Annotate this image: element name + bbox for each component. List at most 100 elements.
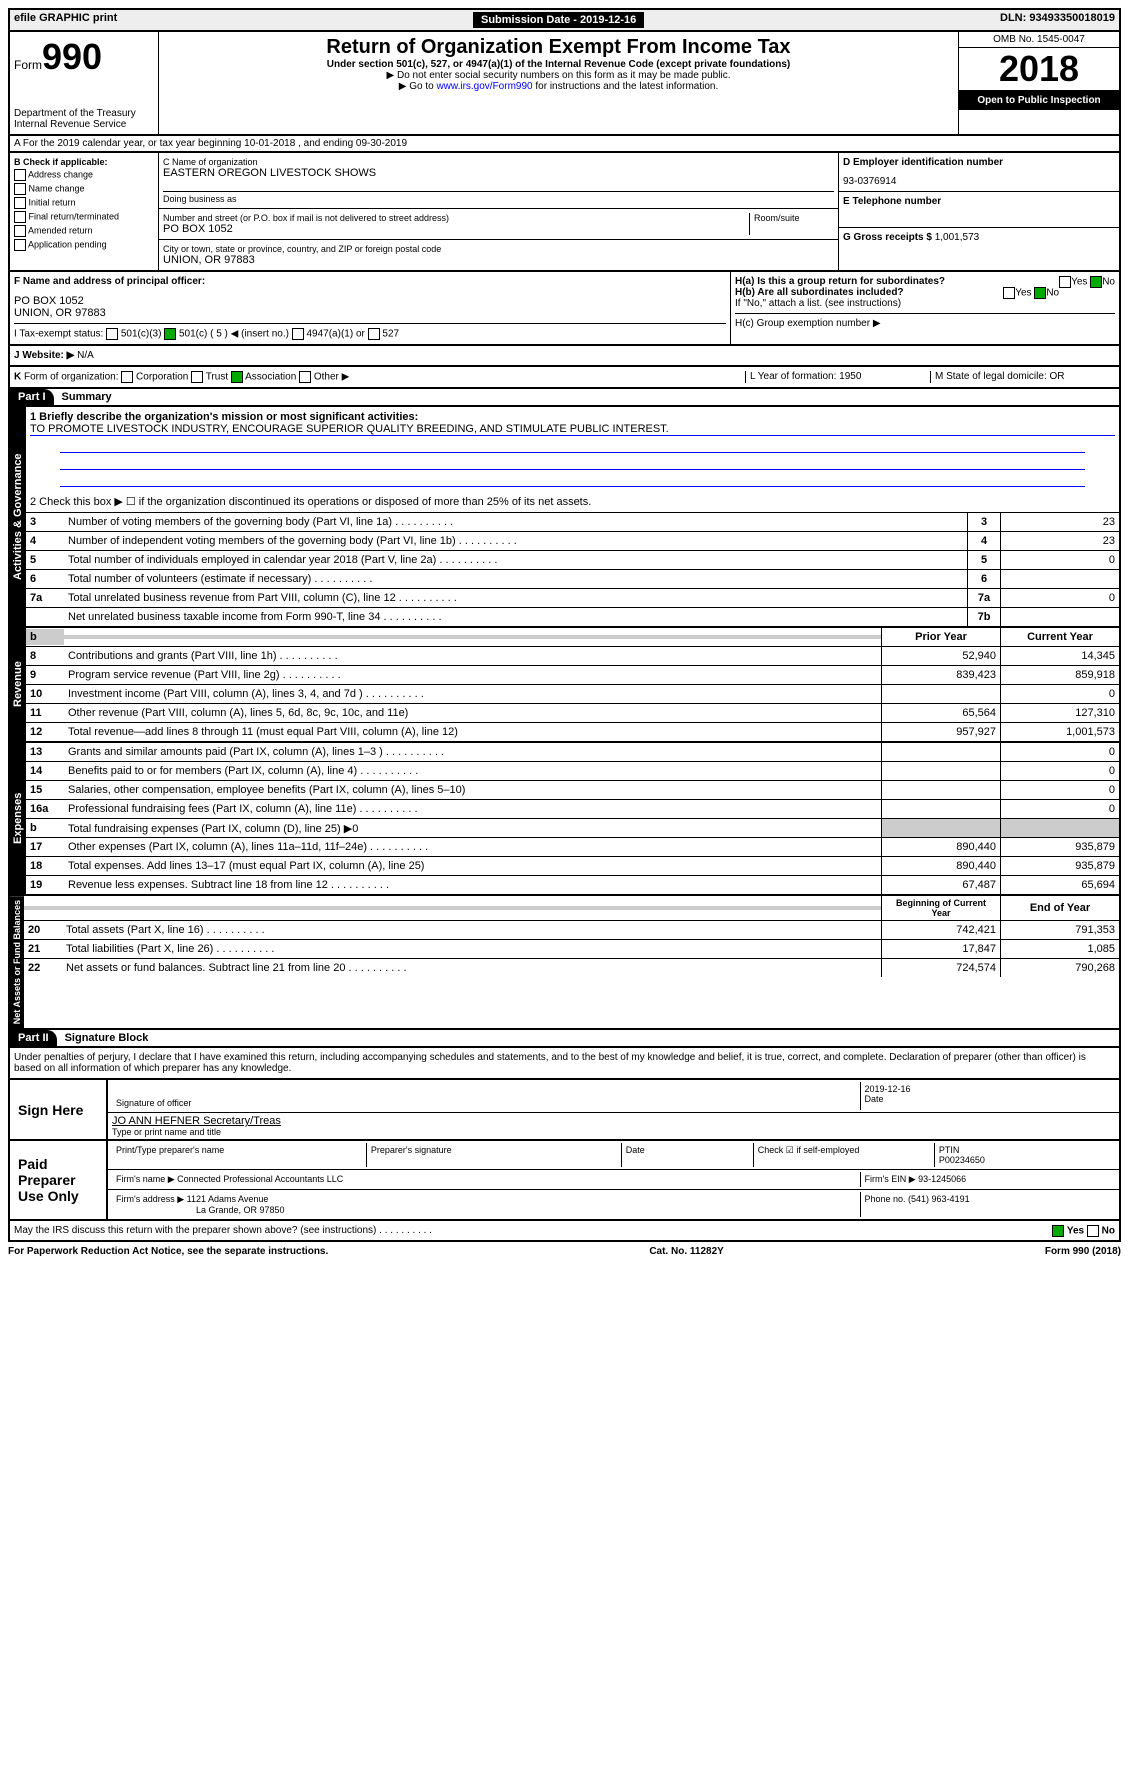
- discuss-row: May the IRS discuss this return with the…: [8, 1221, 1121, 1242]
- prior-9: 839,423: [881, 666, 1000, 684]
- row-k: K Form of organization: Corporation Trus…: [8, 367, 1121, 389]
- discuss-no[interactable]: No: [1102, 1226, 1115, 1237]
- part-2-title: Signature Block: [57, 1032, 149, 1044]
- efile-label[interactable]: efile GRAPHIC print: [14, 12, 117, 28]
- revenue-section: Revenue bPrior YearCurrent Year 8Contrib…: [8, 628, 1121, 743]
- footer-right: Form 990 (2018): [1045, 1246, 1121, 1257]
- footer: For Paperwork Reduction Act Notice, see …: [8, 1242, 1121, 1261]
- firm-addr-label: Firm's address ▶: [116, 1194, 184, 1204]
- hb-label: H(b) Are all subordinates included?: [735, 287, 904, 298]
- note-2: ▶ Go to www.irs.gov/Form990 for instruct…: [163, 81, 954, 92]
- officer-name: JO ANN HEFNER Secretary/Treas: [112, 1115, 1115, 1127]
- row-f-h: F Name and address of principal officer:…: [8, 272, 1121, 346]
- val-7b: [1000, 608, 1119, 626]
- discuss-yes[interactable]: Yes: [1067, 1226, 1084, 1237]
- hc-label: H(c) Group exemption number ▶: [735, 313, 1115, 329]
- line-2: 2 Check this box ▶ ☐ if the organization…: [30, 495, 1115, 508]
- footer-center: Cat. No. 11282Y: [649, 1246, 723, 1257]
- c-name-label: C Name of organization: [163, 157, 834, 167]
- part-1-title: Summary: [54, 391, 112, 403]
- dba-label: Doing business as: [163, 191, 834, 204]
- net-assets-label: Net Assets or Fund Balances: [10, 896, 24, 1028]
- d-label: D Employer identification number: [843, 157, 1115, 168]
- chk-amended[interactable]: Amended return: [14, 225, 154, 237]
- city-label: City or town, state or province, country…: [163, 244, 834, 254]
- prior-14: [881, 762, 1000, 780]
- addr-label: Number and street (or P.O. box if mail i…: [163, 213, 749, 223]
- part-2-label: Part II: [10, 1030, 57, 1046]
- line-1: 1 Briefly describe the organization's mi…: [30, 411, 1115, 423]
- line-5: Total number of individuals employed in …: [64, 552, 967, 568]
- officer-addr1: PO BOX 1052: [14, 295, 726, 307]
- chk-final-return[interactable]: Final return/terminated: [14, 211, 154, 223]
- irs-link[interactable]: www.irs.gov/Form990: [436, 81, 532, 92]
- part-1-header: Part I Summary: [8, 389, 1121, 407]
- line-3: Number of voting members of the governin…: [64, 514, 967, 530]
- department: Department of the Treasury Internal Reve…: [14, 108, 154, 130]
- dln: DLN: 93493350018019: [1000, 12, 1115, 28]
- ptin: P00234650: [939, 1155, 985, 1165]
- paid-preparer-row: Paid Preparer Use Only Print/Type prepar…: [8, 1141, 1121, 1221]
- chk-name-change[interactable]: Name change: [14, 183, 154, 195]
- chk-address-change[interactable]: Address change: [14, 169, 154, 181]
- curr-18: 935,879: [1000, 857, 1119, 875]
- line-12: Total revenue—add lines 8 through 11 (mu…: [64, 724, 881, 740]
- ein: 93-0376914: [843, 176, 1115, 187]
- line-9: Program service revenue (Part VIII, line…: [64, 667, 881, 683]
- e-label: E Telephone number: [843, 196, 1115, 207]
- ha-label: H(a) Is this a group return for subordin…: [735, 276, 945, 287]
- line-6: Total number of volunteers (estimate if …: [64, 571, 967, 587]
- curr-10: 0: [1000, 685, 1119, 703]
- row-a-tax-year: A For the 2019 calendar year, or tax yea…: [8, 136, 1121, 153]
- part-2-header: Part II Signature Block: [8, 1030, 1121, 1048]
- ptin-label: PTIN: [939, 1145, 960, 1155]
- firm-phone: Phone no. (541) 963-4191: [861, 1192, 1116, 1217]
- self-employed: Check ☑ if self-employed: [754, 1143, 935, 1167]
- chk-initial-return[interactable]: Initial return: [14, 197, 154, 209]
- prior-22: 724,574: [881, 959, 1000, 977]
- governance-label: Activities & Governance: [10, 407, 26, 626]
- line-13: Grants and similar amounts paid (Part IX…: [64, 744, 881, 760]
- firm-name: Connected Professional Accountants LLC: [177, 1174, 343, 1184]
- curr-16a: 0: [1000, 800, 1119, 818]
- prior-15: [881, 781, 1000, 799]
- note-1: ▶ Do not enter social security numbers o…: [163, 70, 954, 81]
- line-21: Total liabilities (Part X, line 26): [62, 941, 881, 957]
- tax-year: 2018: [959, 48, 1119, 91]
- paid-label: Paid Preparer Use Only: [10, 1141, 108, 1219]
- prior-19: 67,487: [881, 876, 1000, 894]
- prior-13: [881, 743, 1000, 761]
- chk-application-pending[interactable]: Application pending: [14, 239, 154, 251]
- curr-9: 859,918: [1000, 666, 1119, 684]
- curr-16b-grey: [1000, 819, 1119, 837]
- curr-15: 0: [1000, 781, 1119, 799]
- line-20: Total assets (Part X, line 16): [62, 922, 881, 938]
- part-1-label: Part I: [10, 389, 54, 405]
- firm-addr: 1121 Adams Avenue: [187, 1194, 269, 1204]
- org-name: EASTERN OREGON LIVESTOCK SHOWS: [163, 167, 834, 179]
- curr-11: 127,310: [1000, 704, 1119, 722]
- governance-section: Activities & Governance 1 Briefly descri…: [8, 407, 1121, 628]
- firm-city: La Grande, OR 97850: [196, 1205, 285, 1215]
- end-header: End of Year: [1000, 896, 1119, 920]
- section-b-d: B Check if applicable: Address change Na…: [8, 153, 1121, 272]
- prior-16b-grey: [881, 819, 1000, 837]
- line-16b: Total fundraising expenses (Part IX, col…: [64, 820, 881, 837]
- curr-21: 1,085: [1000, 940, 1119, 958]
- prior-year-header: Prior Year: [881, 628, 1000, 646]
- current-year-header: Current Year: [1000, 628, 1119, 646]
- row-j: J Website: ▶ N/A: [8, 346, 1121, 367]
- j-label: J Website: ▶: [14, 350, 74, 361]
- prior-11: 65,564: [881, 704, 1000, 722]
- line-15: Salaries, other compensation, employee b…: [64, 782, 881, 798]
- prior-17: 890,440: [881, 838, 1000, 856]
- line-8: Contributions and grants (Part VIII, lin…: [64, 648, 881, 664]
- hb-note: If "No," attach a list. (see instruction…: [735, 298, 1115, 309]
- beginning-header: Beginning of Current Year: [881, 896, 1000, 920]
- form-number: 990: [42, 36, 102, 78]
- form-title: Return of Organization Exempt From Incom…: [163, 36, 954, 59]
- sig-officer-label: Signature of officer: [116, 1098, 191, 1108]
- curr-13: 0: [1000, 743, 1119, 761]
- declaration: Under penalties of perjury, I declare th…: [8, 1048, 1121, 1080]
- prep-date-label: Date: [622, 1143, 754, 1167]
